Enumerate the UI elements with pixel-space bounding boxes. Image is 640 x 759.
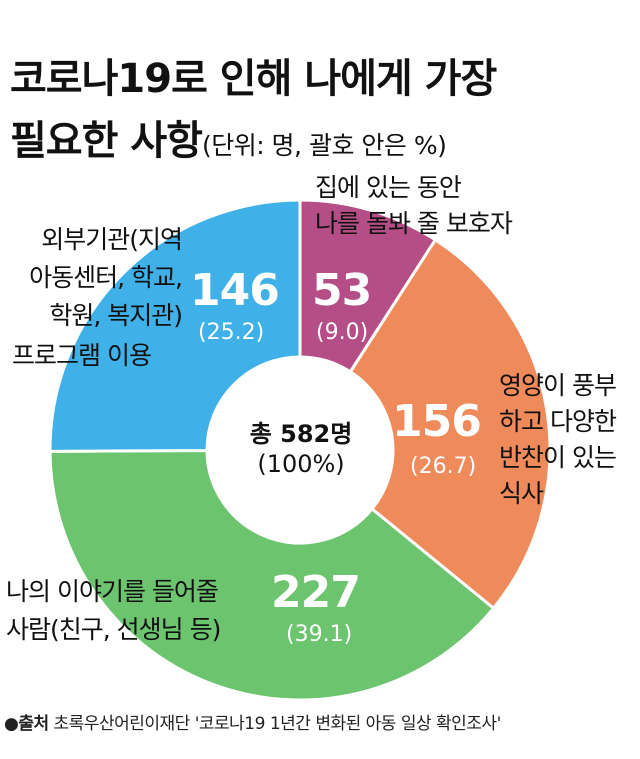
percent-label-program: (25.2) bbox=[198, 320, 265, 345]
source-note: ●출처 초록우산어린이재단 '코로나19 1년간 변화된 아동 일상 확인조사' bbox=[4, 709, 501, 734]
slice-label-person-line-1: 나의 이야기를 들어줄 bbox=[6, 577, 219, 606]
percent-label-meal: (26.7) bbox=[410, 454, 477, 479]
slice-label-program-line-1: 외부기관(지역 bbox=[41, 225, 183, 254]
value-label-person: 227 bbox=[271, 567, 361, 618]
slice-label-meal-line-2: 하고 다양한 bbox=[499, 407, 617, 436]
value-label-meal: 156 bbox=[392, 396, 482, 447]
slice-label-person-line-2: 사람(친구, 선생님 등) bbox=[6, 615, 221, 644]
source-label: ●출처 bbox=[4, 714, 49, 734]
slice-label-caregiver-line-1: 집에 있는 동안 bbox=[315, 173, 462, 202]
source-text: 초록우산어린이재단 '코로나19 1년간 변화된 아동 일상 확인조사' bbox=[53, 714, 502, 734]
donut-hole bbox=[207, 357, 393, 543]
chart-title-line-2: 필요한 사항(단위: 명, 괄호 안은 %) bbox=[10, 108, 447, 166]
value-label-caregiver: 53 bbox=[312, 265, 372, 316]
slice-label-meal-line-4: 식사 bbox=[499, 479, 544, 508]
unit-note: (단위: 명, 괄호 안은 %) bbox=[201, 131, 447, 160]
donut-chart bbox=[48, 198, 552, 700]
slice-label-meal-line-1: 영양이 풍부 bbox=[499, 371, 617, 400]
slice-label-program-line-4: 프로그램 이용 bbox=[12, 341, 152, 370]
percent-label-person: (39.1) bbox=[286, 622, 353, 647]
center-percent: (100%) bbox=[257, 450, 345, 478]
chart-title-main: 필요한 사항 bbox=[10, 118, 203, 164]
slice-label-caregiver-line-2: 나를 돌봐 줄 보호자 bbox=[315, 209, 513, 238]
center-total: 총 582명 bbox=[249, 420, 353, 448]
chart-title: 코로나19로 인해 나에게 가장 bbox=[10, 56, 497, 102]
slice-label-meal-line-3: 반찬이 있는 bbox=[499, 443, 617, 472]
percent-label-caregiver: (9.0) bbox=[316, 320, 369, 345]
slice-label-program-line-2: 아동센터, 학교, bbox=[29, 263, 183, 292]
value-label-program: 146 bbox=[190, 265, 280, 316]
slice-label-program-line-3: 학원, 복지관) bbox=[49, 301, 183, 330]
